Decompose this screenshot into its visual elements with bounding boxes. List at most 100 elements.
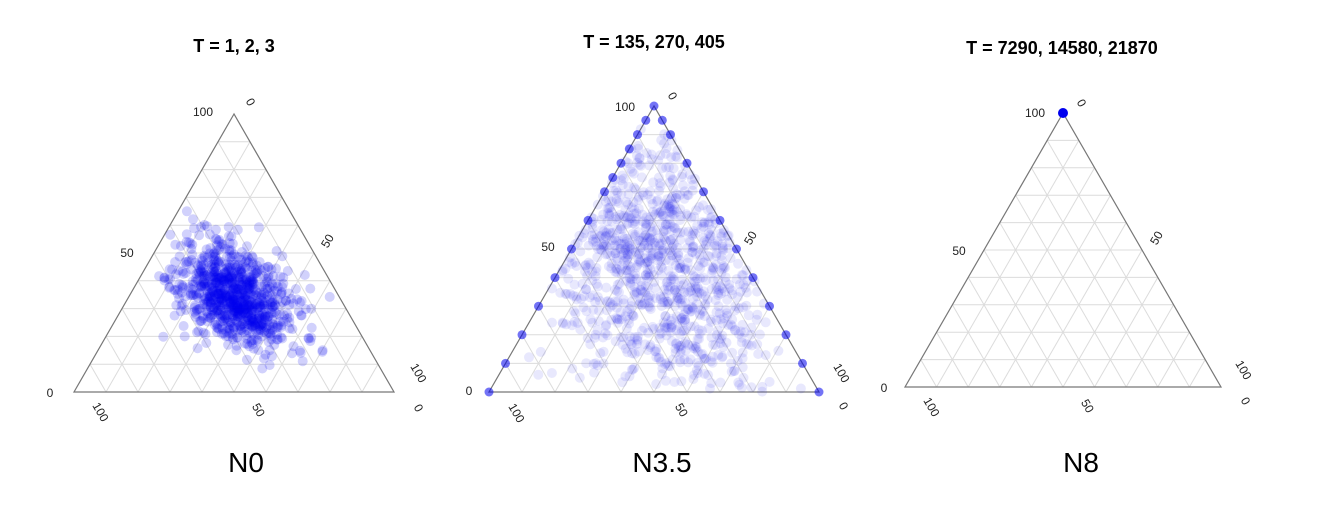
data-point bbox=[204, 291, 215, 302]
data-point bbox=[194, 230, 205, 241]
data-point bbox=[277, 333, 288, 344]
data-point bbox=[235, 321, 246, 331]
data-point bbox=[264, 360, 275, 371]
data-point bbox=[303, 333, 314, 344]
data-point bbox=[713, 290, 724, 301]
data-point bbox=[647, 198, 658, 209]
data-point bbox=[591, 241, 602, 251]
data-point bbox=[598, 346, 609, 357]
data-point bbox=[684, 169, 695, 180]
data-point bbox=[170, 285, 181, 296]
data-point bbox=[230, 299, 240, 310]
data-point bbox=[623, 181, 634, 192]
data-point bbox=[732, 355, 743, 366]
data-point bbox=[622, 347, 633, 358]
data-point bbox=[237, 288, 247, 299]
data-point bbox=[258, 310, 269, 321]
data-point bbox=[690, 281, 701, 292]
data-point bbox=[264, 320, 274, 331]
data-point bbox=[262, 312, 273, 323]
data-point bbox=[675, 347, 686, 358]
data-point bbox=[665, 247, 676, 258]
data-point bbox=[293, 306, 304, 317]
data-point bbox=[228, 299, 238, 310]
data-point bbox=[676, 294, 687, 305]
data-point bbox=[671, 338, 682, 349]
data-point bbox=[708, 262, 719, 273]
data-point bbox=[276, 287, 287, 297]
data-point bbox=[226, 265, 237, 276]
data-point bbox=[670, 343, 681, 354]
data-point bbox=[233, 303, 244, 314]
data-point bbox=[660, 219, 671, 230]
data-point bbox=[620, 371, 631, 382]
data-point bbox=[223, 231, 234, 242]
data-point bbox=[265, 299, 276, 310]
data-point bbox=[220, 291, 231, 302]
data-point bbox=[645, 186, 655, 197]
data-point bbox=[198, 271, 209, 282]
data-point bbox=[638, 232, 649, 243]
data-point bbox=[590, 296, 601, 307]
data-point bbox=[220, 281, 231, 292]
data-point bbox=[230, 314, 241, 325]
data-point bbox=[198, 295, 209, 306]
data-point bbox=[691, 365, 702, 376]
data-point bbox=[607, 227, 618, 238]
data-point bbox=[653, 250, 664, 261]
data-point bbox=[640, 270, 651, 281]
data-point bbox=[640, 270, 651, 281]
data-point bbox=[164, 281, 175, 292]
data-point bbox=[205, 243, 216, 254]
data-point bbox=[228, 310, 238, 321]
data-point bbox=[635, 255, 646, 266]
data-point bbox=[202, 316, 213, 327]
data-point bbox=[667, 221, 678, 232]
data-point bbox=[190, 311, 201, 322]
data-point bbox=[712, 325, 723, 336]
data-point bbox=[235, 284, 246, 295]
data-point bbox=[204, 278, 215, 289]
data-point bbox=[243, 281, 253, 292]
data-point bbox=[639, 230, 650, 241]
data-point bbox=[206, 292, 217, 303]
data-point bbox=[635, 297, 646, 307]
data-point bbox=[708, 263, 719, 274]
data-point bbox=[620, 243, 631, 254]
data-point bbox=[225, 317, 236, 328]
data-point bbox=[208, 274, 219, 285]
data-point bbox=[249, 315, 260, 326]
data-point bbox=[605, 202, 616, 213]
data-point bbox=[598, 233, 609, 244]
data-point bbox=[600, 321, 611, 331]
data-point bbox=[657, 297, 668, 308]
data-point bbox=[615, 307, 626, 318]
data-point bbox=[209, 319, 220, 330]
data-point bbox=[688, 226, 699, 237]
data-point bbox=[250, 284, 261, 295]
data-point bbox=[277, 251, 288, 262]
data-point bbox=[611, 263, 622, 274]
data-point bbox=[232, 224, 243, 235]
data-point bbox=[725, 319, 736, 330]
data-point bbox=[667, 205, 678, 216]
data-point bbox=[649, 276, 660, 287]
data-point bbox=[178, 268, 189, 279]
data-point bbox=[224, 291, 235, 302]
data-point bbox=[668, 271, 679, 282]
data-point bbox=[248, 271, 258, 282]
data-point bbox=[664, 214, 675, 225]
data-point bbox=[676, 313, 687, 324]
data-point bbox=[683, 190, 694, 201]
data-point bbox=[624, 246, 635, 257]
data-point bbox=[629, 219, 640, 230]
data-point bbox=[654, 240, 665, 251]
data-point bbox=[223, 262, 234, 272]
data-point bbox=[697, 348, 708, 359]
data-point bbox=[659, 234, 670, 245]
data-point bbox=[741, 300, 752, 311]
data-point bbox=[687, 247, 698, 258]
data-point bbox=[272, 334, 282, 345]
data-point bbox=[256, 318, 267, 329]
data-point bbox=[688, 228, 699, 239]
